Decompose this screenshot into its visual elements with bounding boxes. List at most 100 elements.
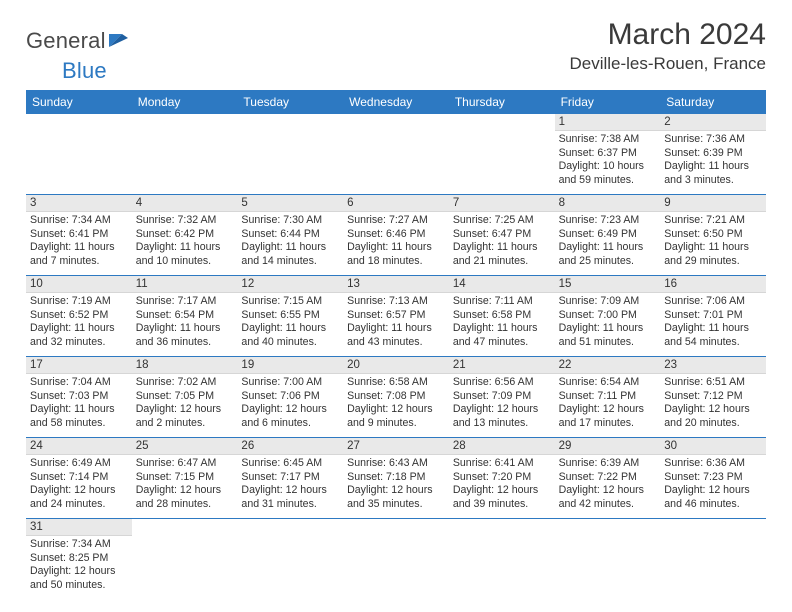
day-number: 9 (660, 195, 766, 212)
day-body: Sunrise: 7:04 AMSunset: 7:03 PMDaylight:… (26, 374, 132, 433)
day-body: Sunrise: 7:13 AMSunset: 6:57 PMDaylight:… (343, 293, 449, 352)
day-number: 20 (343, 357, 449, 374)
sunset-text: Sunset: 7:23 PM (664, 471, 762, 485)
daylight-text: Daylight: 11 hours and 29 minutes. (664, 241, 762, 268)
day-cell (343, 519, 449, 599)
sunrise-text: Sunrise: 7:11 AM (453, 295, 551, 309)
sunrise-text: Sunrise: 6:58 AM (347, 376, 445, 390)
daylight-text: Daylight: 12 hours and 6 minutes. (241, 403, 339, 430)
sunset-text: Sunset: 6:57 PM (347, 309, 445, 323)
sunset-text: Sunset: 7:22 PM (559, 471, 657, 485)
location-subtitle: Deville-les-Rouen, France (569, 54, 766, 74)
sunrise-text: Sunrise: 7:34 AM (30, 538, 128, 552)
week-row: 10Sunrise: 7:19 AMSunset: 6:52 PMDayligh… (26, 276, 766, 357)
day-body: Sunrise: 6:41 AMSunset: 7:20 PMDaylight:… (449, 455, 555, 514)
dayname-wed: Wednesday (343, 90, 449, 114)
sunset-text: Sunset: 7:11 PM (559, 390, 657, 404)
day-body: Sunrise: 6:58 AMSunset: 7:08 PMDaylight:… (343, 374, 449, 433)
week-row: 17Sunrise: 7:04 AMSunset: 7:03 PMDayligh… (26, 357, 766, 438)
day-cell: 18Sunrise: 7:02 AMSunset: 7:05 PMDayligh… (132, 357, 238, 437)
daylight-text: Daylight: 11 hours and 3 minutes. (664, 160, 762, 187)
dayname-sat: Saturday (660, 90, 766, 114)
sunset-text: Sunset: 7:14 PM (30, 471, 128, 485)
day-number: 13 (343, 276, 449, 293)
sunrise-text: Sunrise: 6:49 AM (30, 457, 128, 471)
daylight-text: Daylight: 12 hours and 31 minutes. (241, 484, 339, 511)
sunset-text: Sunset: 7:17 PM (241, 471, 339, 485)
sunrise-text: Sunrise: 7:21 AM (664, 214, 762, 228)
daylight-text: Daylight: 12 hours and 2 minutes. (136, 403, 234, 430)
daylight-text: Daylight: 12 hours and 39 minutes. (453, 484, 551, 511)
day-cell: 3Sunrise: 7:34 AMSunset: 6:41 PMDaylight… (26, 195, 132, 275)
day-number: 10 (26, 276, 132, 293)
day-cell (237, 519, 343, 599)
day-cell: 20Sunrise: 6:58 AMSunset: 7:08 PMDayligh… (343, 357, 449, 437)
day-cell (237, 114, 343, 194)
title-block: March 2024 Deville-les-Rouen, France (569, 18, 766, 74)
day-number: 14 (449, 276, 555, 293)
daylight-text: Daylight: 12 hours and 24 minutes. (30, 484, 128, 511)
sunrise-text: Sunrise: 7:38 AM (559, 133, 657, 147)
day-body: Sunrise: 7:06 AMSunset: 7:01 PMDaylight:… (660, 293, 766, 352)
sunrise-text: Sunrise: 7:04 AM (30, 376, 128, 390)
day-number: 8 (555, 195, 661, 212)
day-body: Sunrise: 7:32 AMSunset: 6:42 PMDaylight:… (132, 212, 238, 271)
daylight-text: Daylight: 11 hours and 47 minutes. (453, 322, 551, 349)
sunset-text: Sunset: 7:20 PM (453, 471, 551, 485)
day-number: 29 (555, 438, 661, 455)
day-cell: 7Sunrise: 7:25 AMSunset: 6:47 PMDaylight… (449, 195, 555, 275)
sunset-text: Sunset: 6:42 PM (136, 228, 234, 242)
day-body: Sunrise: 6:39 AMSunset: 7:22 PMDaylight:… (555, 455, 661, 514)
sunset-text: Sunset: 7:09 PM (453, 390, 551, 404)
day-body: Sunrise: 6:49 AMSunset: 7:14 PMDaylight:… (26, 455, 132, 514)
day-number: 7 (449, 195, 555, 212)
day-cell: 12Sunrise: 7:15 AMSunset: 6:55 PMDayligh… (237, 276, 343, 356)
daylight-text: Daylight: 11 hours and 14 minutes. (241, 241, 339, 268)
sunrise-text: Sunrise: 7:06 AM (664, 295, 762, 309)
daylight-text: Daylight: 12 hours and 9 minutes. (347, 403, 445, 430)
sunset-text: Sunset: 6:46 PM (347, 228, 445, 242)
sunrise-text: Sunrise: 7:17 AM (136, 295, 234, 309)
day-body: Sunrise: 7:21 AMSunset: 6:50 PMDaylight:… (660, 212, 766, 271)
daylight-text: Daylight: 10 hours and 59 minutes. (559, 160, 657, 187)
day-cell: 8Sunrise: 7:23 AMSunset: 6:49 PMDaylight… (555, 195, 661, 275)
day-body: Sunrise: 7:23 AMSunset: 6:49 PMDaylight:… (555, 212, 661, 271)
day-cell: 30Sunrise: 6:36 AMSunset: 7:23 PMDayligh… (660, 438, 766, 518)
day-body: Sunrise: 7:34 AMSunset: 6:41 PMDaylight:… (26, 212, 132, 271)
calendar: Sunday Monday Tuesday Wednesday Thursday… (26, 90, 766, 599)
sunrise-text: Sunrise: 6:54 AM (559, 376, 657, 390)
sunset-text: Sunset: 7:03 PM (30, 390, 128, 404)
sunset-text: Sunset: 8:25 PM (30, 552, 128, 566)
sunset-text: Sunset: 6:58 PM (453, 309, 551, 323)
sunrise-text: Sunrise: 7:34 AM (30, 214, 128, 228)
day-number: 26 (237, 438, 343, 455)
day-cell: 19Sunrise: 7:00 AMSunset: 7:06 PMDayligh… (237, 357, 343, 437)
daylight-text: Daylight: 11 hours and 10 minutes. (136, 241, 234, 268)
day-cell: 29Sunrise: 6:39 AMSunset: 7:22 PMDayligh… (555, 438, 661, 518)
day-number: 16 (660, 276, 766, 293)
sunset-text: Sunset: 7:05 PM (136, 390, 234, 404)
sunset-text: Sunset: 6:47 PM (453, 228, 551, 242)
week-row: 1Sunrise: 7:38 AMSunset: 6:37 PMDaylight… (26, 114, 766, 195)
day-body: Sunrise: 6:51 AMSunset: 7:12 PMDaylight:… (660, 374, 766, 433)
day-cell: 6Sunrise: 7:27 AMSunset: 6:46 PMDaylight… (343, 195, 449, 275)
dayname-fri: Friday (555, 90, 661, 114)
day-cell: 23Sunrise: 6:51 AMSunset: 7:12 PMDayligh… (660, 357, 766, 437)
daylight-text: Daylight: 12 hours and 20 minutes. (664, 403, 762, 430)
day-cell (343, 114, 449, 194)
sunset-text: Sunset: 6:52 PM (30, 309, 128, 323)
sunrise-text: Sunrise: 7:00 AM (241, 376, 339, 390)
day-cell: 31Sunrise: 7:34 AMSunset: 8:25 PMDayligh… (26, 519, 132, 599)
sunrise-text: Sunrise: 7:36 AM (664, 133, 762, 147)
day-cell: 16Sunrise: 7:06 AMSunset: 7:01 PMDayligh… (660, 276, 766, 356)
daylight-text: Daylight: 12 hours and 13 minutes. (453, 403, 551, 430)
day-cell: 13Sunrise: 7:13 AMSunset: 6:57 PMDayligh… (343, 276, 449, 356)
day-cell (449, 114, 555, 194)
day-body: Sunrise: 7:30 AMSunset: 6:44 PMDaylight:… (237, 212, 343, 271)
sunset-text: Sunset: 6:54 PM (136, 309, 234, 323)
daylight-text: Daylight: 11 hours and 36 minutes. (136, 322, 234, 349)
day-body: Sunrise: 7:09 AMSunset: 7:00 PMDaylight:… (555, 293, 661, 352)
flag-icon (108, 32, 130, 50)
day-cell (449, 519, 555, 599)
sunrise-text: Sunrise: 7:15 AM (241, 295, 339, 309)
